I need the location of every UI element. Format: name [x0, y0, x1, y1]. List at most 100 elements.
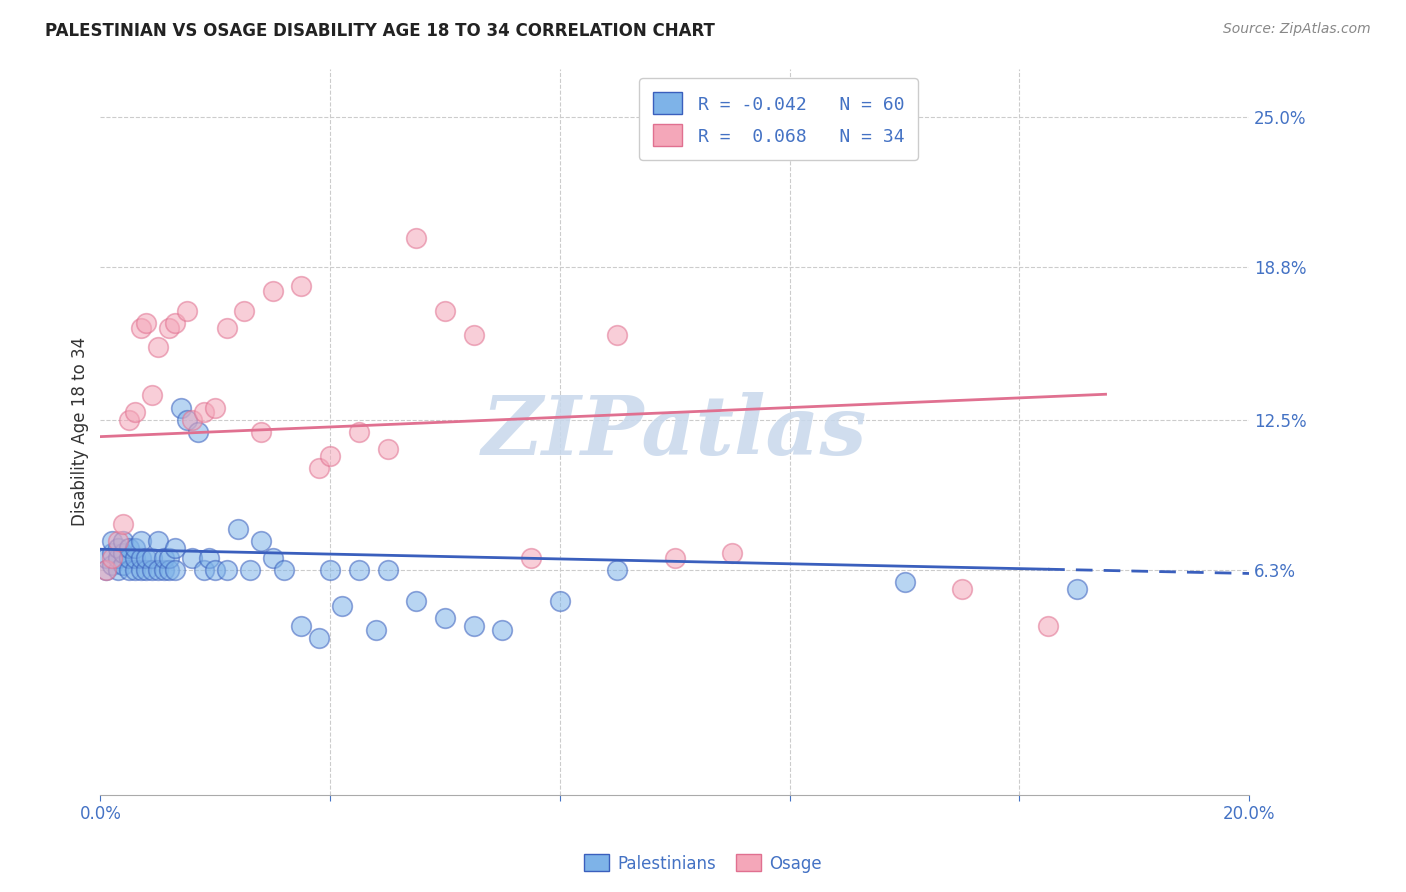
- Point: [347, 563, 370, 577]
- Point: [1036, 618, 1059, 632]
- Point: [118, 541, 141, 555]
- Point: [129, 320, 152, 334]
- Point: [548, 594, 571, 608]
- Point: [606, 563, 628, 577]
- Point: [491, 624, 513, 638]
- Point: [129, 563, 152, 577]
- Point: [347, 425, 370, 439]
- Point: [606, 327, 628, 342]
- Point: [141, 388, 163, 402]
- Point: [124, 541, 146, 555]
- Point: [124, 550, 146, 565]
- Point: [433, 611, 456, 625]
- Point: [405, 594, 427, 608]
- Point: [1066, 582, 1088, 597]
- Point: [193, 563, 215, 577]
- Point: [118, 563, 141, 577]
- Point: [157, 320, 180, 334]
- Point: [204, 563, 226, 577]
- Point: [187, 425, 209, 439]
- Point: [112, 516, 135, 531]
- Point: [129, 533, 152, 548]
- Point: [146, 533, 169, 548]
- Point: [107, 550, 129, 565]
- Point: [176, 412, 198, 426]
- Point: [520, 550, 543, 565]
- Point: [170, 401, 193, 415]
- Y-axis label: Disability Age 18 to 34: Disability Age 18 to 34: [72, 337, 89, 526]
- Legend: R = -0.042   N = 60, R =  0.068   N = 34: R = -0.042 N = 60, R = 0.068 N = 34: [640, 78, 918, 160]
- Point: [273, 563, 295, 577]
- Point: [107, 533, 129, 548]
- Point: [118, 550, 141, 565]
- Point: [433, 303, 456, 318]
- Point: [101, 550, 124, 565]
- Point: [181, 412, 204, 426]
- Point: [950, 582, 973, 597]
- Point: [157, 550, 180, 565]
- Point: [215, 320, 238, 334]
- Point: [112, 558, 135, 572]
- Point: [377, 442, 399, 456]
- Point: [163, 563, 186, 577]
- Point: [163, 541, 186, 555]
- Point: [364, 624, 387, 638]
- Point: [112, 546, 135, 560]
- Text: PALESTINIAN VS OSAGE DISABILITY AGE 18 TO 34 CORRELATION CHART: PALESTINIAN VS OSAGE DISABILITY AGE 18 T…: [45, 22, 714, 40]
- Point: [94, 563, 117, 577]
- Point: [262, 285, 284, 299]
- Point: [250, 425, 273, 439]
- Point: [721, 546, 744, 560]
- Point: [463, 618, 485, 632]
- Point: [146, 563, 169, 577]
- Text: Source: ZipAtlas.com: Source: ZipAtlas.com: [1223, 22, 1371, 37]
- Point: [124, 405, 146, 419]
- Point: [664, 550, 686, 565]
- Point: [135, 316, 157, 330]
- Point: [107, 563, 129, 577]
- Point: [193, 405, 215, 419]
- Point: [233, 303, 256, 318]
- Point: [319, 563, 342, 577]
- Point: [135, 563, 157, 577]
- Point: [141, 563, 163, 577]
- Point: [157, 563, 180, 577]
- Point: [330, 599, 353, 614]
- Point: [290, 279, 312, 293]
- Point: [262, 550, 284, 565]
- Point: [135, 550, 157, 565]
- Point: [319, 449, 342, 463]
- Point: [101, 533, 124, 548]
- Point: [250, 533, 273, 548]
- Point: [290, 618, 312, 632]
- Point: [94, 563, 117, 577]
- Point: [112, 533, 135, 548]
- Point: [377, 563, 399, 577]
- Text: ZIPatlas: ZIPatlas: [482, 392, 868, 472]
- Point: [152, 550, 174, 565]
- Point: [118, 412, 141, 426]
- Legend: Palestinians, Osage: Palestinians, Osage: [578, 847, 828, 880]
- Point: [226, 522, 249, 536]
- Point: [308, 631, 330, 645]
- Point: [152, 563, 174, 577]
- Point: [163, 316, 186, 330]
- Point: [239, 563, 262, 577]
- Point: [204, 401, 226, 415]
- Point: [129, 550, 152, 565]
- Point: [124, 563, 146, 577]
- Point: [141, 550, 163, 565]
- Point: [181, 550, 204, 565]
- Point: [215, 563, 238, 577]
- Point: [893, 574, 915, 589]
- Point: [101, 558, 124, 572]
- Point: [146, 340, 169, 354]
- Point: [176, 303, 198, 318]
- Point: [107, 541, 129, 555]
- Point: [198, 550, 221, 565]
- Point: [101, 546, 124, 560]
- Point: [308, 461, 330, 475]
- Point: [405, 231, 427, 245]
- Point: [94, 550, 117, 565]
- Point: [463, 327, 485, 342]
